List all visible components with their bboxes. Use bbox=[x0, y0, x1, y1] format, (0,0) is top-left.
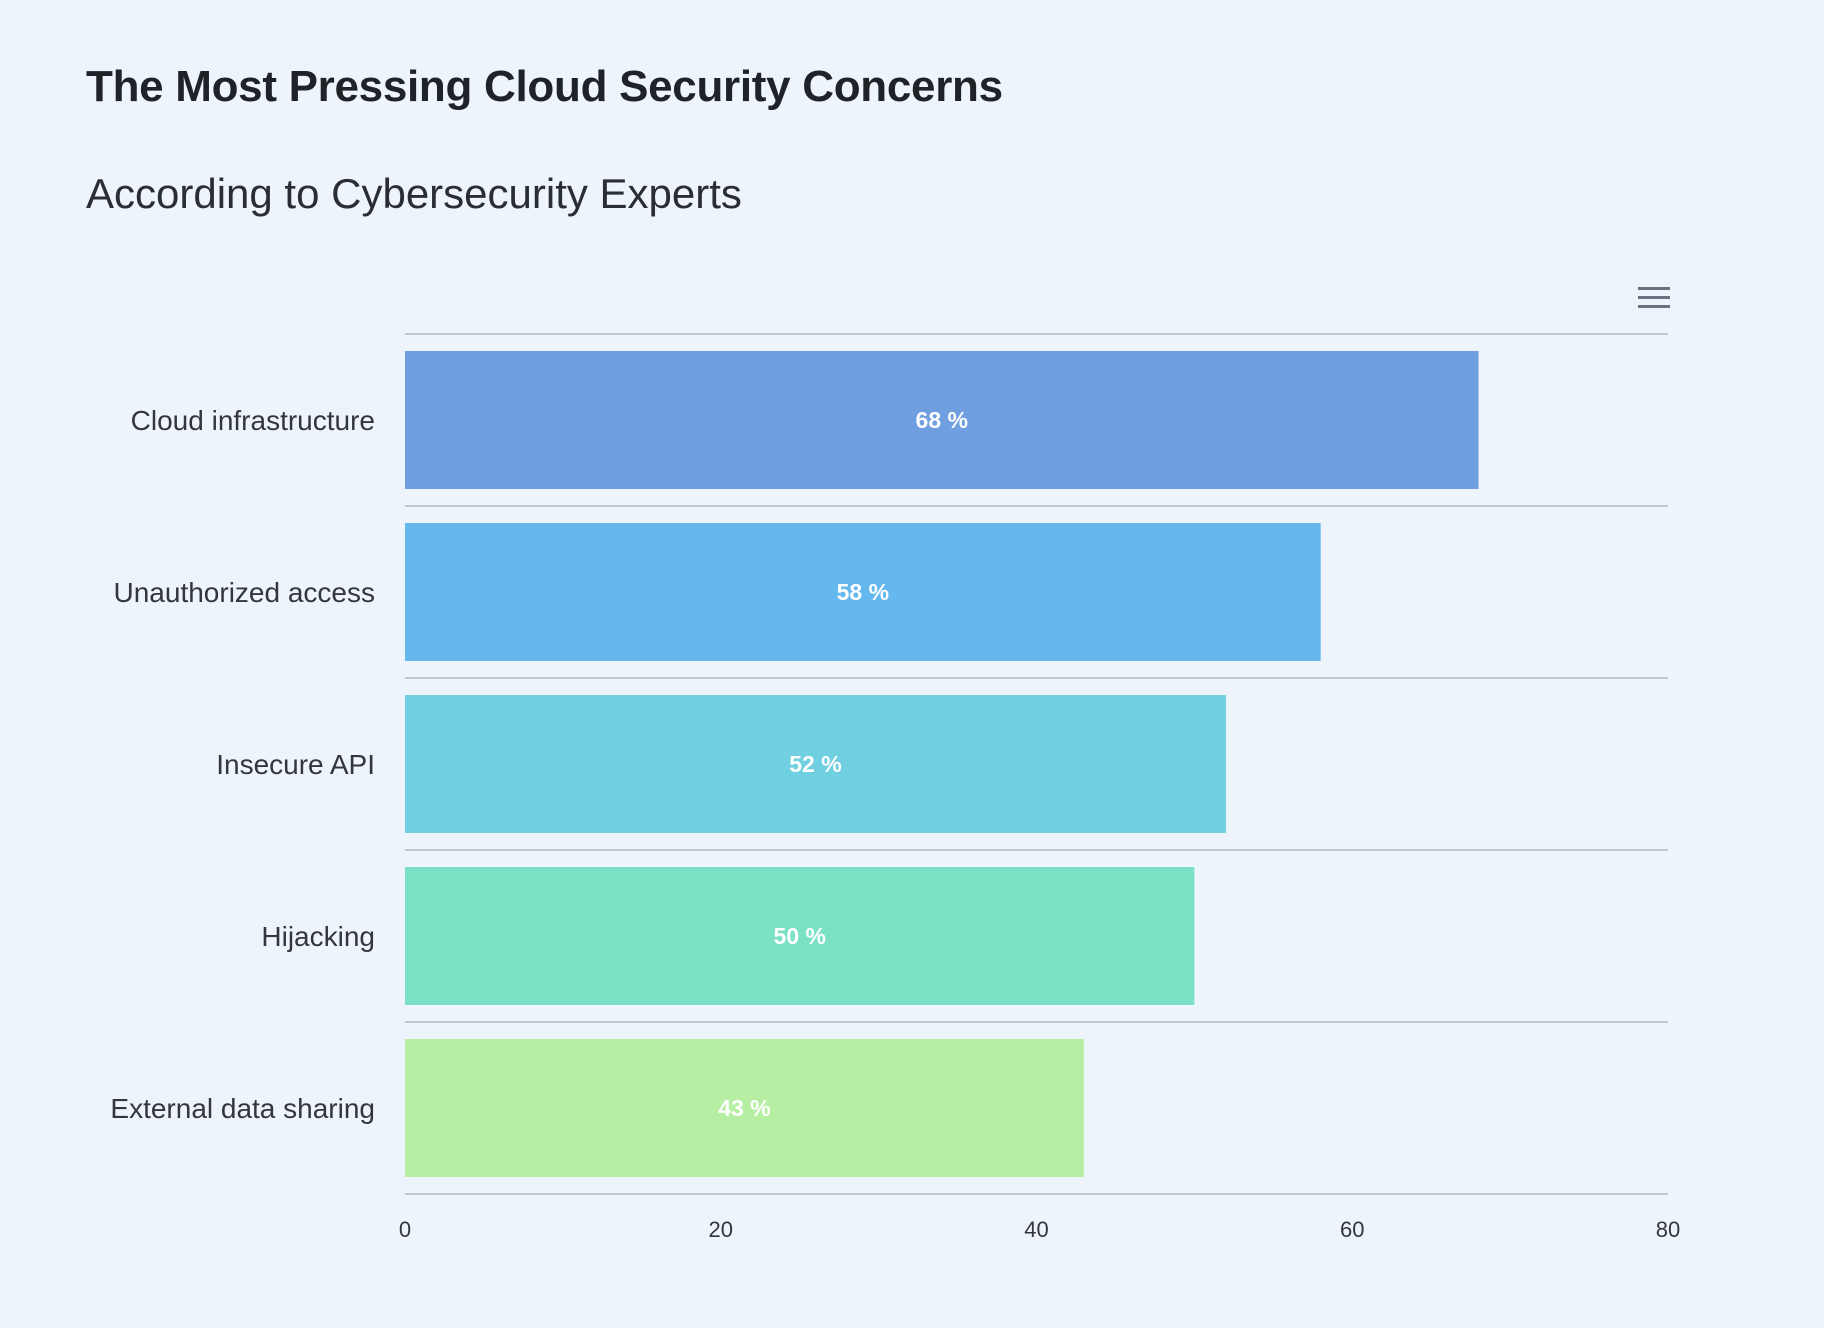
category-label: Insecure API bbox=[216, 749, 375, 780]
data-label: 58 % bbox=[837, 579, 889, 605]
chart-menu-button[interactable] bbox=[1618, 278, 1688, 330]
chart-title: The Most Pressing Cloud Security Concern… bbox=[86, 62, 1003, 111]
x-tick-label: 0 bbox=[399, 1217, 411, 1242]
bar bbox=[405, 351, 1479, 489]
x-tick-label: 40 bbox=[1024, 1217, 1048, 1242]
category-label: Hijacking bbox=[261, 921, 375, 952]
category-label: Unauthorized access bbox=[114, 577, 375, 608]
hamburger-menu-icon bbox=[1638, 287, 1670, 308]
data-label: 52 % bbox=[789, 751, 841, 777]
bar bbox=[405, 1039, 1084, 1177]
category-label: External data sharing bbox=[110, 1093, 375, 1124]
category-label: Cloud infrastructure bbox=[131, 405, 375, 436]
chart-subtitle: According to Cybersecurity Experts bbox=[86, 170, 742, 217]
bar bbox=[405, 523, 1321, 661]
bar bbox=[405, 695, 1226, 833]
data-label: 68 % bbox=[916, 407, 968, 433]
x-tick-label: 60 bbox=[1340, 1217, 1364, 1242]
data-label: 50 % bbox=[773, 923, 825, 949]
data-label: 43 % bbox=[718, 1095, 770, 1121]
x-tick-label: 80 bbox=[1656, 1217, 1680, 1242]
bar bbox=[405, 867, 1195, 1005]
x-tick-label: 20 bbox=[709, 1217, 733, 1242]
